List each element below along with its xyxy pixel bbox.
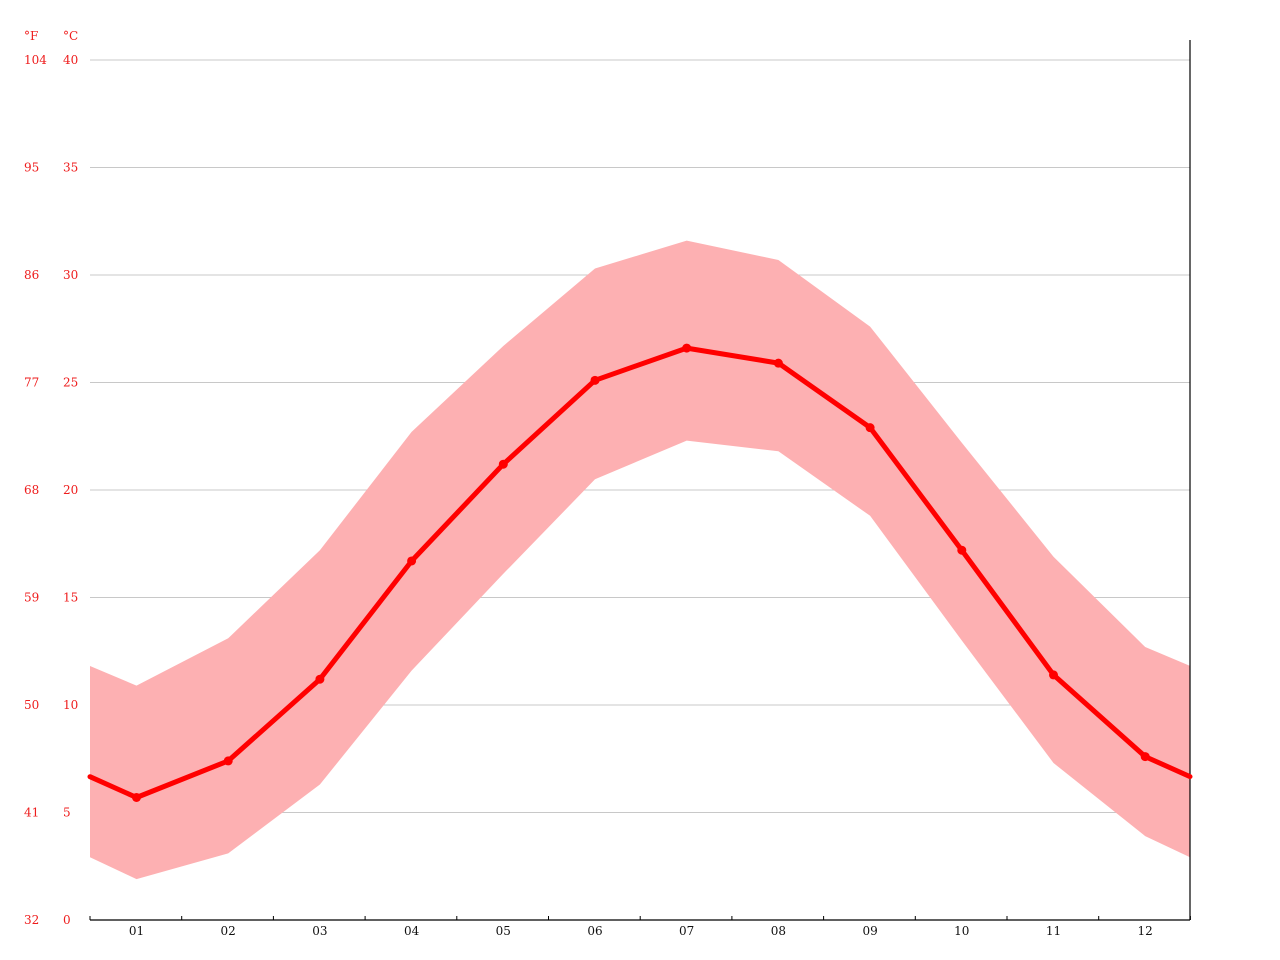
y-tick-fahrenheit: 104 bbox=[24, 53, 47, 67]
mean-temperature-line bbox=[87, 345, 1193, 800]
x-tick-label: 11 bbox=[1046, 924, 1061, 938]
x-tick-label: 02 bbox=[221, 924, 236, 938]
y-tick-celsius: 30 bbox=[63, 268, 78, 282]
x-tick-label: 01 bbox=[129, 924, 144, 938]
x-tick-label: 03 bbox=[312, 924, 327, 938]
data-point bbox=[1140, 752, 1150, 762]
celsius-unit-label: °C bbox=[63, 29, 78, 43]
y-tick-fahrenheit: 86 bbox=[24, 268, 39, 282]
x-tick-label: 05 bbox=[496, 924, 511, 938]
y-tick-celsius: 15 bbox=[63, 591, 78, 605]
data-point bbox=[315, 674, 325, 684]
y-tick-fahrenheit: 50 bbox=[24, 698, 39, 712]
data-point bbox=[957, 545, 967, 555]
y-tick-celsius: 5 bbox=[63, 806, 71, 820]
y-tick-celsius: 10 bbox=[63, 698, 78, 712]
x-tick-label: 10 bbox=[954, 924, 969, 938]
tick-labels: °F °C 32 0 41 5 50 10 59 15 68 20 77 25 86 30 95 35 104 4… bbox=[24, 29, 1153, 938]
x-tick-label: 04 bbox=[404, 924, 420, 938]
y-tick-celsius: 20 bbox=[63, 483, 78, 497]
y-tick-celsius: 0 bbox=[63, 913, 71, 927]
x-tick-label: 06 bbox=[587, 924, 602, 938]
data-point bbox=[498, 459, 508, 469]
data-point bbox=[132, 792, 141, 802]
y-tick-fahrenheit: 77 bbox=[24, 376, 39, 390]
axes bbox=[89, 40, 1191, 921]
y-tick-fahrenheit: 41 bbox=[24, 806, 39, 820]
y-tick-celsius: 35 bbox=[63, 161, 78, 175]
mean-temperature-series bbox=[87, 343, 1193, 802]
y-tick-fahrenheit: 95 bbox=[24, 161, 39, 175]
data-point bbox=[223, 756, 233, 766]
data-point bbox=[865, 423, 875, 433]
y-tick-celsius: 40 bbox=[63, 53, 78, 67]
x-tick-label: 12 bbox=[1138, 924, 1153, 938]
y-tick-fahrenheit: 32 bbox=[24, 913, 39, 927]
y-tick-celsius: 25 bbox=[63, 376, 78, 390]
fahrenheit-unit-label: °F bbox=[24, 29, 38, 43]
y-tick-fahrenheit: 59 bbox=[24, 591, 39, 605]
x-tick-label: 08 bbox=[771, 924, 786, 938]
data-point bbox=[773, 358, 783, 368]
y-tick-fahrenheit: 68 bbox=[24, 483, 39, 497]
temperature-range-band bbox=[90, 240, 1190, 880]
data-point bbox=[590, 375, 600, 385]
data-point bbox=[1049, 670, 1058, 680]
x-tick-label: 09 bbox=[862, 924, 877, 938]
data-point bbox=[682, 343, 692, 353]
range-band-area bbox=[90, 240, 1190, 880]
data-point bbox=[407, 556, 417, 566]
x-tick-label: 07 bbox=[679, 924, 694, 938]
